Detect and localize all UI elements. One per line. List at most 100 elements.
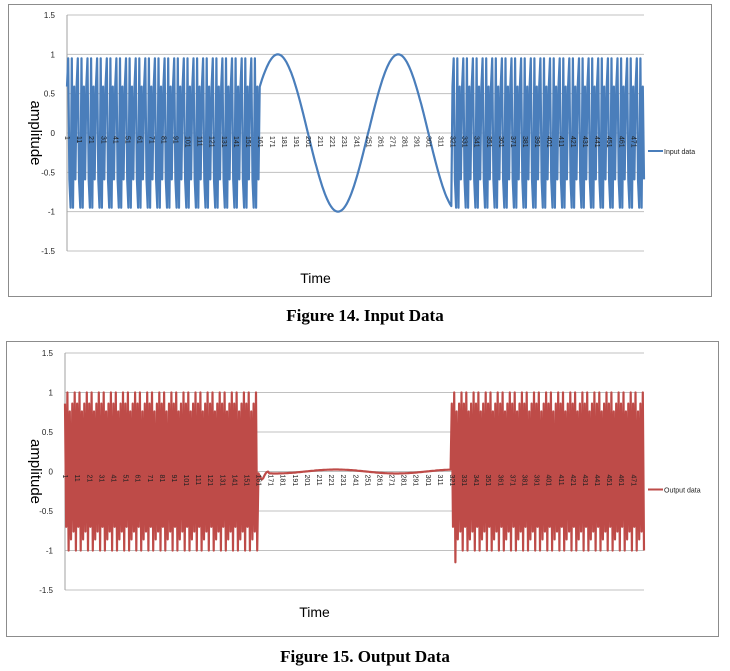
x-tick-label: 441: [593, 475, 600, 487]
y-tick-label: 0.5: [44, 90, 56, 99]
x-tick-label: 371: [508, 475, 515, 487]
x-tick-label: 451: [605, 136, 612, 148]
x-tick-label: 461: [617, 475, 624, 487]
x-tick-label: 251: [363, 475, 370, 487]
x-tick-label: 131: [220, 136, 227, 148]
x-tick-label: 271: [388, 475, 395, 487]
x-tick-label: 171: [268, 136, 275, 148]
x-tick-label: 221: [327, 475, 334, 487]
input-data-chart: 1.510.50-0.5-1-1.51 11 21 31 41 51 61 71 81 91 101…: [27, 11, 695, 286]
x-tick-label: 171: [267, 475, 274, 487]
x-tick-label: 201: [303, 475, 310, 487]
x-tick-label: 111: [196, 136, 203, 147]
x-tick-label: 221: [328, 136, 335, 148]
x-tick-label: 371: [509, 136, 516, 148]
y-tick-label: -0.5: [41, 168, 55, 177]
x-tick-label: 301: [425, 136, 432, 148]
x-tick-label: 251: [364, 136, 371, 148]
x-tick-label: 281: [400, 475, 407, 487]
figure-14-caption: Figure 14. Input Data: [286, 306, 444, 325]
x-tick-label: 161: [256, 136, 263, 148]
y-tick-label: -1: [48, 208, 56, 217]
x-tick-label: 51: [122, 475, 129, 483]
x-tick-label: 1: [63, 136, 70, 140]
figure-15-caption: Figure 15. Output Data: [280, 647, 450, 666]
y-tick-label: 0: [51, 129, 56, 138]
x-tick-label: 391: [533, 475, 540, 487]
x-tick-label: 391: [533, 136, 540, 148]
x-tick-label: 181: [280, 136, 287, 148]
y-tick-label: 0.5: [42, 428, 54, 437]
x-tick-label: 431: [581, 136, 588, 148]
data-series-line: [63, 391, 646, 564]
x-tick-label: 241: [351, 475, 358, 487]
x-tick-label: 311: [437, 136, 444, 147]
x-tick-label: 471: [629, 136, 636, 148]
x-tick-label: 181: [279, 475, 286, 487]
x-tick-label: 431: [581, 475, 588, 487]
x-tick-label: 341: [473, 136, 480, 148]
x-tick-label: 421: [569, 136, 576, 148]
x-tick-label: 201: [304, 136, 311, 148]
y-tick-label: 1.5: [42, 349, 54, 358]
x-tick-label: 191: [291, 475, 298, 487]
x-tick-label: 31: [97, 475, 104, 483]
x-tick-label: 471: [629, 475, 636, 487]
x-tick-label: 21: [87, 136, 94, 144]
x-axis-title: Time: [299, 604, 330, 620]
legend-label: Input data: [664, 149, 695, 156]
x-tick-label: 321: [448, 475, 455, 487]
x-tick-label: 91: [170, 475, 177, 483]
y-axis-title: amplitude: [27, 100, 44, 165]
x-tick-label: 301: [424, 475, 431, 487]
x-tick-label: 71: [146, 475, 153, 483]
x-tick-label: 141: [232, 136, 239, 148]
x-tick-label: 401: [545, 136, 552, 148]
x-tick-label: 41: [110, 475, 117, 483]
y-tick-label: 1.5: [44, 11, 56, 20]
output-chart-frame: 1.5 1 0.5 0 -0.5 -1 -1.5 1 11 21 31 41 51 61 71 81 91 101…: [6, 341, 719, 637]
x-tick-label: 411: [557, 475, 564, 486]
x-tick-label: 41: [111, 136, 118, 144]
x-tick-label: 361: [497, 136, 504, 148]
x-tick-label: 281: [400, 136, 407, 148]
x-tick-label: 341: [472, 475, 479, 487]
y-tick-label: -1.5: [39, 586, 53, 595]
x-tick-label: 211: [316, 136, 323, 147]
y-tick-label: -0.5: [39, 507, 53, 516]
x-tick-label: 81: [158, 475, 165, 483]
legend-label: Output data: [664, 488, 701, 495]
x-tick-label: 1: [61, 475, 68, 479]
x-tick-label: 381: [521, 136, 528, 148]
x-tick-label: 11: [75, 136, 82, 143]
y-tick-label: -1.5: [41, 247, 55, 256]
x-tick-label: 321: [449, 136, 456, 148]
x-tick-label: 401: [545, 475, 552, 487]
x-tick-label: 261: [375, 475, 382, 487]
x-tick-label: 161: [255, 475, 262, 487]
x-tick-label: 241: [352, 136, 359, 148]
x-tick-label: 351: [484, 475, 491, 487]
x-axis-title: Time: [300, 270, 331, 286]
x-tick-label: 331: [460, 475, 467, 487]
input-chart-frame: 1.5 1 0.5 0 -0.5 -1 -1.5 1 11 21 31 41 51 61 71 81 91 101…: [8, 4, 712, 297]
y-tick-label: 0: [49, 468, 54, 477]
x-tick-label: 61: [135, 136, 142, 144]
x-tick-label: 111: [194, 475, 201, 486]
x-tick-label: 101: [182, 475, 189, 487]
x-tick-label: 231: [339, 475, 346, 487]
y-axis-title: amplitude: [27, 439, 44, 504]
x-tick-label: 81: [160, 136, 167, 144]
x-tick-label: 71: [147, 136, 154, 144]
x-tick-label: 121: [206, 475, 213, 487]
x-tick-label: 231: [340, 136, 347, 148]
x-tick-label: 271: [388, 136, 395, 148]
x-tick-label: 461: [617, 136, 624, 148]
x-tick-label: 351: [485, 136, 492, 148]
x-tick-label: 31: [99, 136, 106, 144]
x-tick-label: 151: [244, 136, 251, 148]
y-tick-label: 1: [49, 389, 54, 398]
x-tick-label: 91: [172, 136, 179, 144]
y-tick-label: 1: [51, 50, 56, 59]
x-tick-label: 361: [496, 475, 503, 487]
